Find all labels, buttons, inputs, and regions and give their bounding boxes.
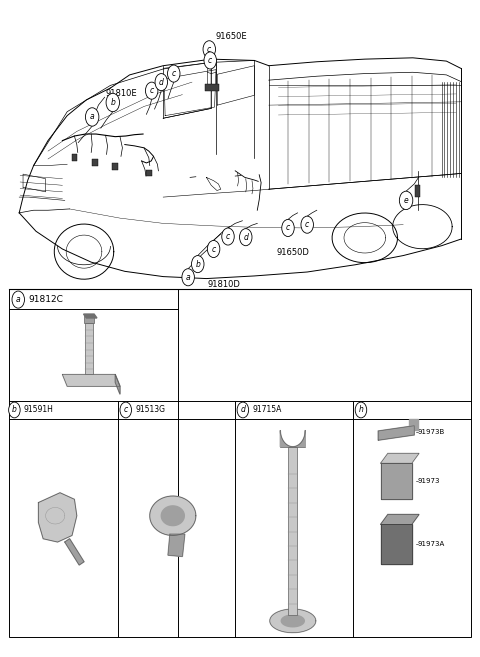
- Text: 91715A: 91715A: [252, 405, 282, 415]
- Text: c: c: [212, 244, 216, 254]
- Polygon shape: [161, 506, 184, 526]
- Bar: [146, 170, 152, 176]
- Text: c: c: [226, 232, 230, 241]
- Circle shape: [301, 216, 313, 233]
- Text: 91810D: 91810D: [208, 280, 240, 289]
- Polygon shape: [84, 314, 97, 318]
- Circle shape: [106, 93, 120, 112]
- Polygon shape: [381, 463, 412, 499]
- Polygon shape: [280, 430, 305, 447]
- Circle shape: [204, 52, 216, 69]
- Text: d: d: [159, 78, 164, 87]
- Circle shape: [355, 402, 367, 418]
- Circle shape: [182, 269, 194, 286]
- Circle shape: [85, 108, 99, 126]
- Polygon shape: [378, 426, 414, 440]
- Bar: [85, 323, 93, 374]
- Polygon shape: [62, 374, 120, 386]
- Text: d: d: [240, 405, 245, 415]
- Polygon shape: [115, 374, 120, 394]
- Text: 91973A: 91973A: [418, 541, 445, 547]
- Bar: [9, 289, 471, 637]
- Polygon shape: [409, 419, 418, 430]
- Circle shape: [399, 191, 413, 210]
- Text: 91650D: 91650D: [276, 248, 309, 258]
- Polygon shape: [150, 496, 196, 535]
- Polygon shape: [65, 539, 84, 565]
- Circle shape: [155, 74, 168, 91]
- Text: c: c: [208, 56, 212, 65]
- Text: c: c: [305, 220, 309, 229]
- Circle shape: [240, 229, 252, 246]
- Polygon shape: [381, 524, 412, 564]
- Circle shape: [145, 82, 158, 99]
- Circle shape: [12, 291, 24, 308]
- Circle shape: [237, 402, 249, 418]
- Polygon shape: [281, 615, 304, 627]
- Text: b: b: [110, 98, 115, 107]
- Text: 91650E: 91650E: [215, 32, 247, 41]
- Bar: [288, 447, 297, 615]
- Circle shape: [222, 228, 234, 245]
- Circle shape: [203, 41, 216, 58]
- Circle shape: [207, 240, 220, 258]
- Text: 91812C: 91812C: [29, 295, 64, 304]
- Text: 91810E: 91810E: [106, 89, 137, 98]
- Text: 91513G: 91513G: [135, 405, 165, 415]
- Polygon shape: [381, 453, 419, 463]
- Text: b: b: [12, 405, 17, 415]
- Text: c: c: [172, 69, 176, 78]
- Text: a: a: [16, 295, 21, 304]
- Text: 91591H: 91591H: [24, 405, 54, 415]
- Text: h: h: [359, 405, 363, 415]
- Bar: [72, 154, 77, 161]
- Text: d: d: [243, 233, 248, 242]
- Bar: [415, 185, 420, 197]
- Text: c: c: [207, 45, 211, 54]
- Text: c: c: [150, 86, 154, 95]
- Circle shape: [120, 402, 132, 418]
- Polygon shape: [381, 514, 419, 524]
- Bar: [92, 159, 98, 166]
- Circle shape: [9, 402, 20, 418]
- Bar: [205, 84, 219, 91]
- Circle shape: [282, 219, 294, 237]
- Text: b: b: [195, 260, 200, 269]
- Circle shape: [192, 256, 204, 273]
- Circle shape: [168, 65, 180, 82]
- Polygon shape: [168, 534, 185, 556]
- Polygon shape: [270, 609, 316, 633]
- Bar: [84, 314, 94, 323]
- Text: 91973B: 91973B: [418, 429, 445, 436]
- Text: a: a: [186, 273, 191, 282]
- Text: c: c: [286, 223, 290, 233]
- Polygon shape: [38, 493, 77, 542]
- Text: 91973: 91973: [418, 478, 440, 484]
- Text: a: a: [90, 112, 95, 122]
- Bar: [112, 163, 118, 170]
- Text: c: c: [124, 405, 128, 415]
- Text: e: e: [404, 196, 408, 205]
